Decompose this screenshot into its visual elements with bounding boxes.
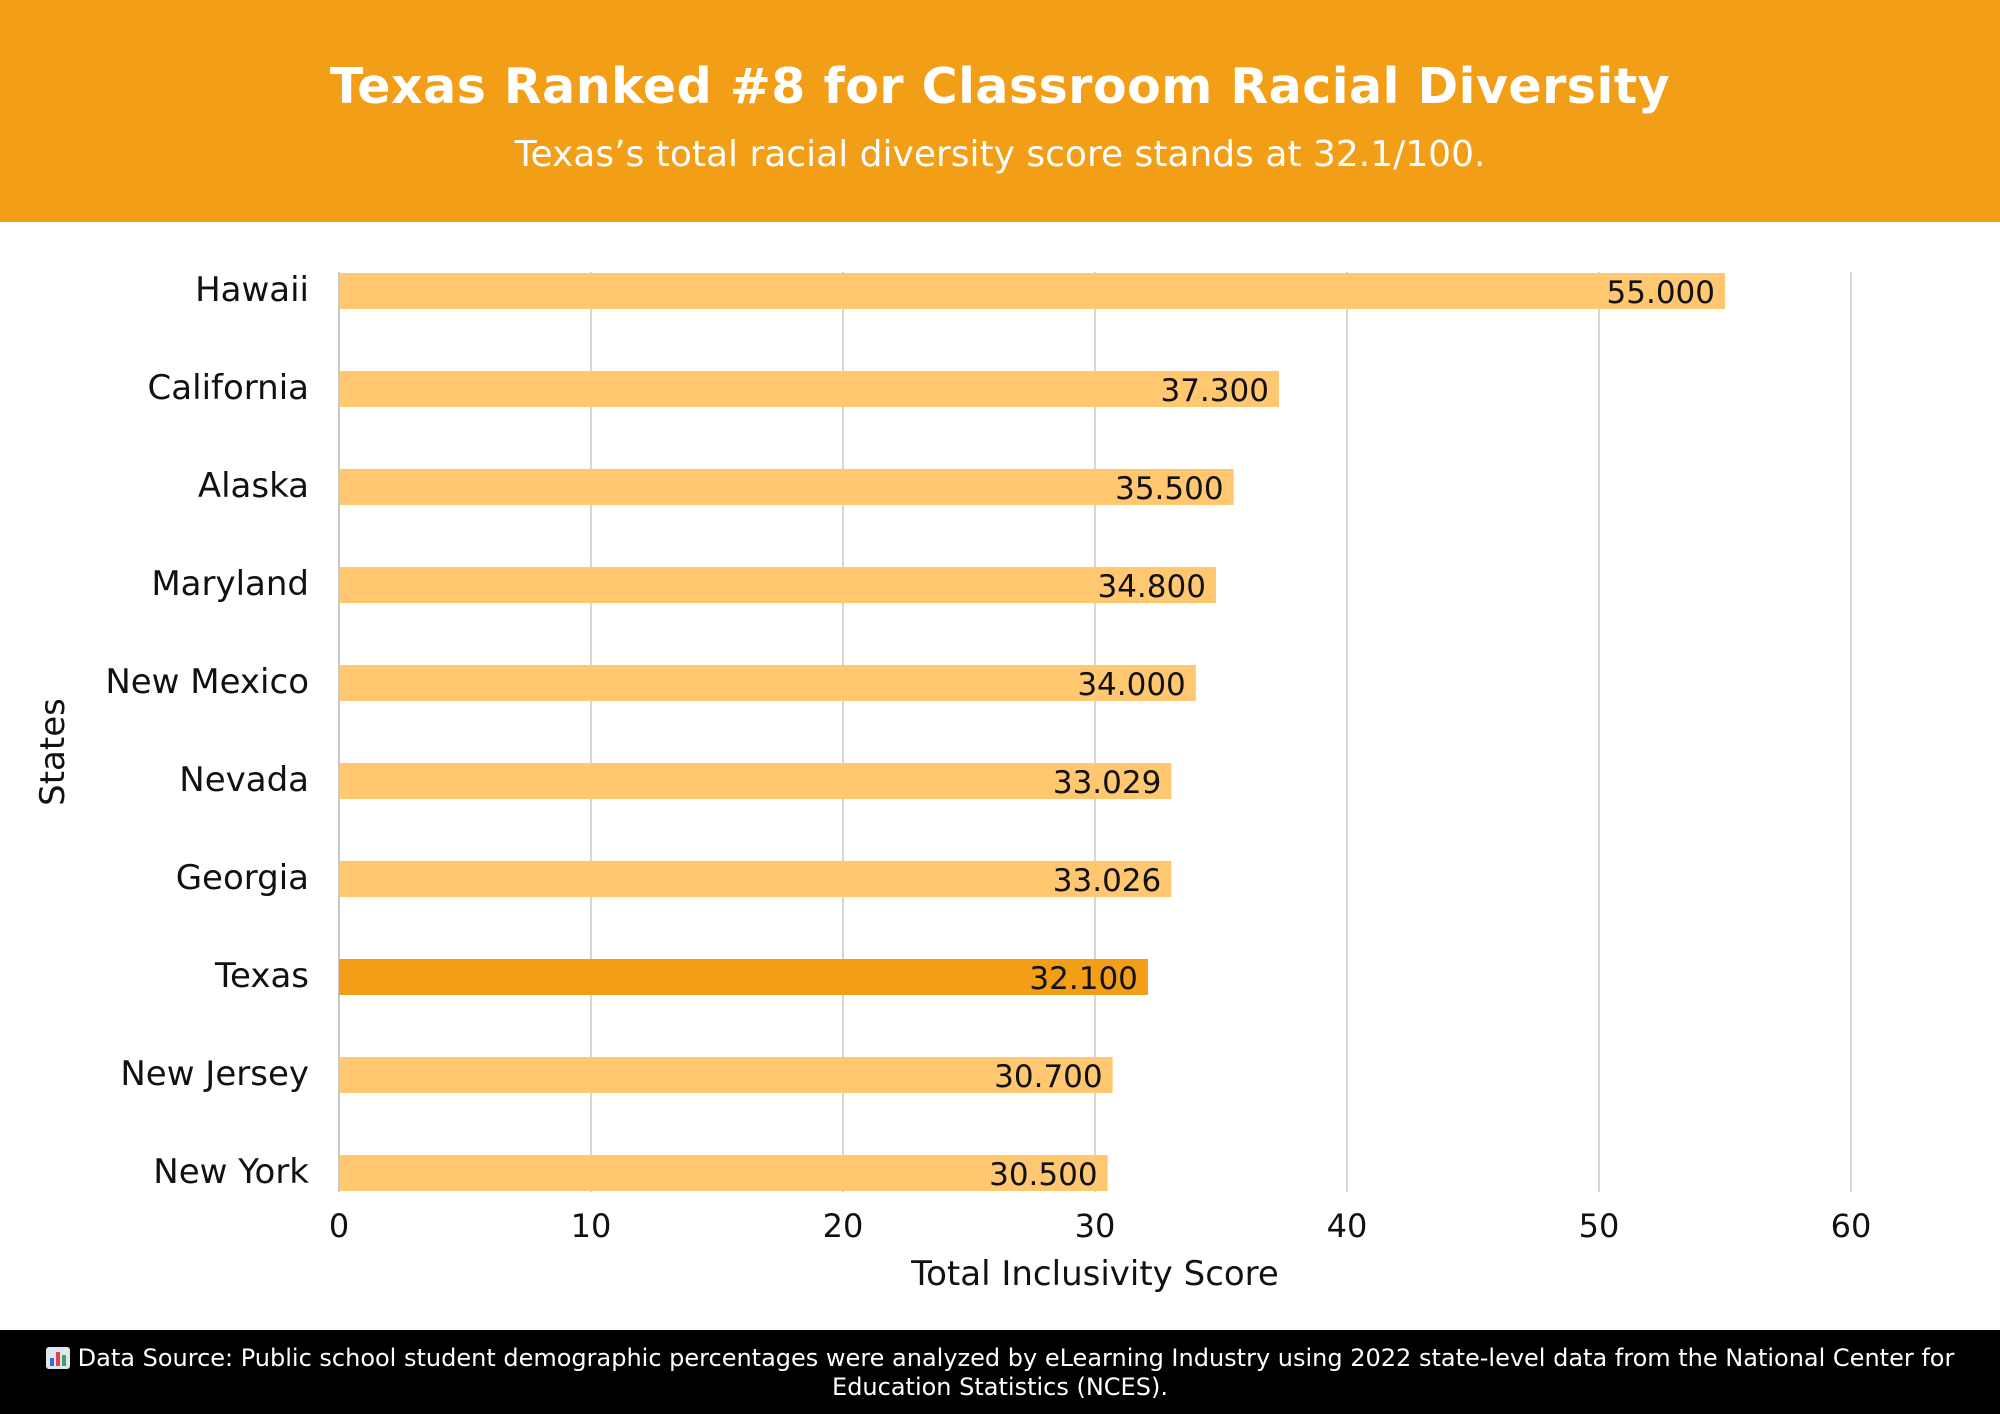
x-axis-title: Total Inclusivity Score [910, 1254, 1279, 1294]
x-tick-label: 50 [1579, 1207, 1620, 1245]
bar [339, 1155, 1108, 1191]
x-tick-label: 20 [823, 1207, 864, 1245]
bar [339, 371, 1279, 407]
y-tick-label: Texas [214, 956, 309, 996]
x-tick-label: 0 [329, 1207, 349, 1245]
y-tick-label: New Mexico [105, 662, 309, 702]
bar-value-label: 37.300 [1160, 373, 1268, 409]
header-banner: Texas Ranked #8 for Classroom Racial Div… [0, 0, 2000, 222]
y-tick-label: New York [153, 1152, 309, 1192]
bar [339, 861, 1172, 897]
bar-value-label: 30.500 [989, 1157, 1097, 1193]
y-tick-label: California [148, 368, 309, 408]
bar [339, 1057, 1113, 1093]
y-axis-title: States [33, 698, 73, 806]
bar [339, 273, 1725, 309]
bar-value-label: 35.500 [1115, 471, 1223, 507]
data-source-text: Data Source: Public school student demog… [77, 1344, 1955, 1401]
bar-value-label: 34.800 [1097, 569, 1205, 605]
bar [339, 567, 1216, 603]
y-tick-label: Georgia [176, 858, 309, 898]
data-source-footer: Data Source: Public school student demog… [0, 1330, 2000, 1414]
chart-subtitle: Texas’s total racial diversity score sta… [514, 134, 1486, 175]
y-tick-label: Alaska [198, 466, 309, 506]
bar-chart-icon [45, 1347, 70, 1369]
y-tick-label: Maryland [151, 564, 309, 604]
y-tick-label: Hawaii [195, 270, 309, 310]
x-tick-label: 40 [1327, 1207, 1368, 1245]
x-tick-label: 30 [1075, 1207, 1116, 1245]
x-tick-label: 10 [571, 1207, 612, 1245]
bar-value-label: 33.026 [1053, 863, 1161, 899]
bar-value-label: 32.100 [1029, 961, 1137, 997]
bar [339, 959, 1148, 995]
bar-value-label: 30.700 [994, 1059, 1102, 1095]
bar [339, 469, 1234, 505]
bar-value-label: 55.000 [1607, 275, 1715, 311]
bar [339, 665, 1196, 701]
bar-value-label: 34.000 [1077, 667, 1185, 703]
y-tick-label: New Jersey [120, 1054, 309, 1094]
y-tick-label: Nevada [179, 760, 309, 800]
chart-title: Texas Ranked #8 for Classroom Racial Div… [329, 58, 1671, 115]
bar-value-label: 33.029 [1053, 765, 1161, 801]
bar-chart: 55.000 Hawaii 37.300 California 35.500 Alaska… [33, 270, 1872, 1294]
bar [339, 763, 1172, 799]
x-tick-label: 60 [1831, 1207, 1872, 1245]
